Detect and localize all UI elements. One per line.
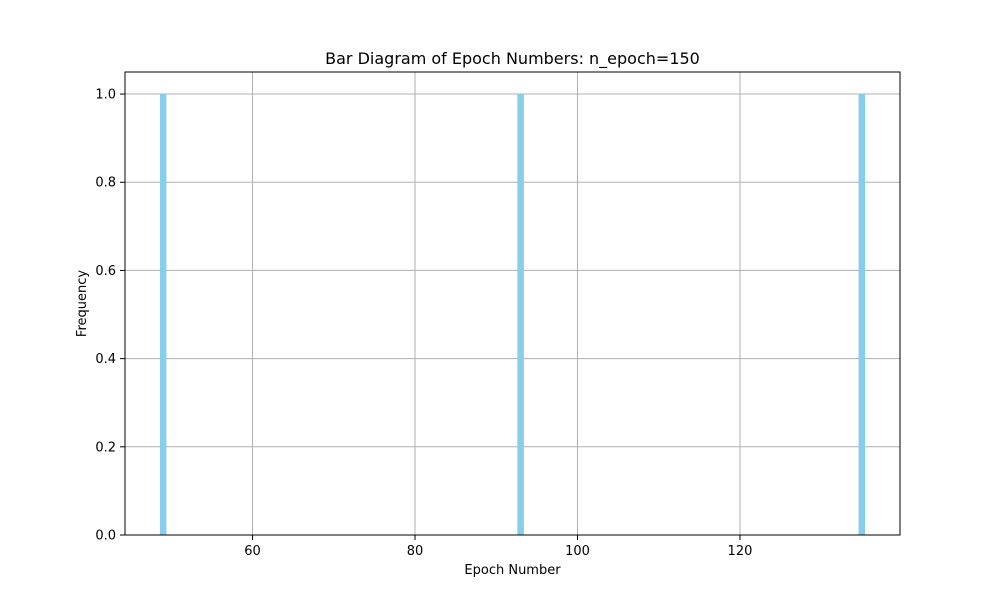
chart-title: Bar Diagram of Epoch Numbers: n_epoch=15… (325, 49, 700, 69)
x-tick-label: 80 (407, 544, 424, 559)
bar (159, 94, 167, 536)
y-tick-label: 0.8 (95, 176, 116, 191)
bars (159, 94, 866, 536)
x-tick-label: 100 (565, 544, 590, 559)
bar (517, 94, 524, 536)
y-tick-label: 0.6 (95, 264, 116, 279)
bar (858, 94, 866, 536)
x-tick-label: 60 (244, 544, 261, 559)
y-tick-label: 0.2 (95, 440, 116, 455)
x-tick-label: 120 (728, 544, 753, 559)
y-tick-label: 1.0 (95, 88, 116, 103)
ticks: 60 80 100 120 0.0 0.2 0.4 0.6 0.8 1.0 (95, 88, 752, 559)
y-tick-label: 0.0 (95, 529, 116, 544)
y-tick-label: 0.4 (95, 352, 116, 367)
y-axis-title: Frequency (75, 270, 90, 337)
axes-frame (124, 71, 901, 536)
x-axis-title: Epoch Number (464, 563, 561, 578)
